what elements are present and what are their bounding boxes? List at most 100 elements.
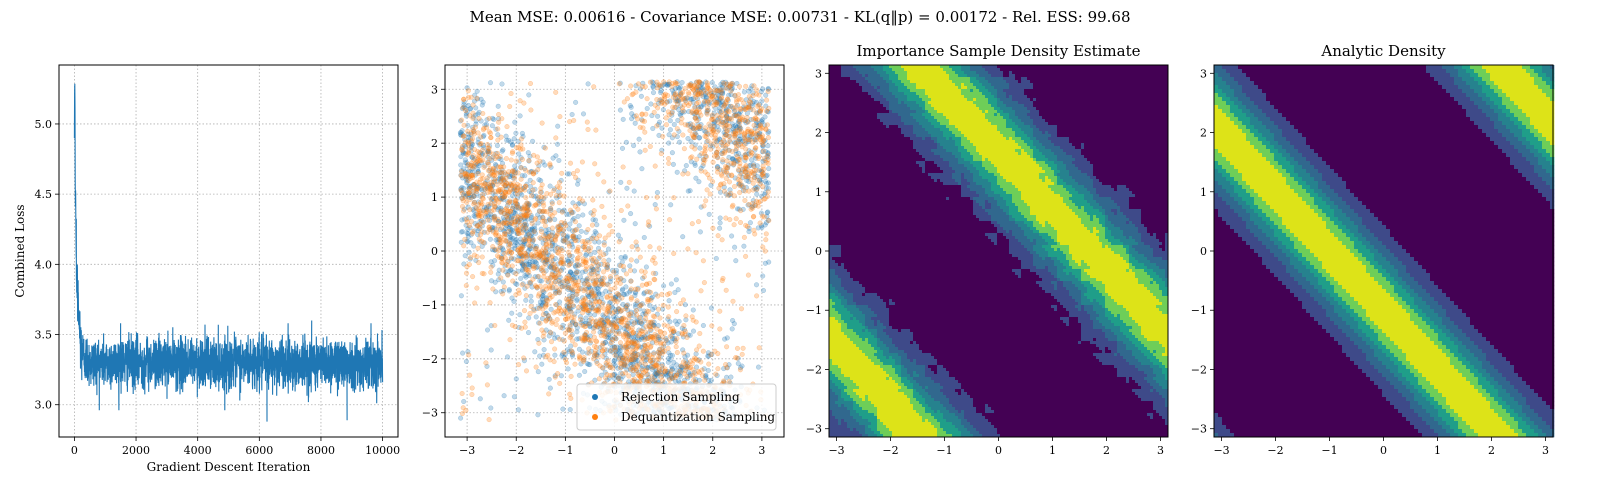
scatter-point xyxy=(569,334,574,339)
scatter-point xyxy=(718,216,723,221)
heatmap-cell xyxy=(1159,68,1162,71)
scatter-point xyxy=(467,250,472,255)
legend-label: Dequantization Sampling xyxy=(621,410,775,424)
scatter-point xyxy=(634,308,639,313)
scatter-point xyxy=(545,209,550,214)
scatter-point xyxy=(623,318,628,323)
heatmap-cell xyxy=(1009,71,1012,74)
scatter-point xyxy=(724,100,729,105)
scatter-point xyxy=(462,134,467,139)
heatmap-cell xyxy=(1090,74,1093,77)
scatter-point xyxy=(557,185,562,190)
heatmap-cell xyxy=(955,74,958,77)
scatter-point xyxy=(518,114,523,119)
scatter-point xyxy=(630,342,635,347)
heatmap-cell xyxy=(958,71,961,74)
scatter-point xyxy=(558,193,563,198)
scatter-point xyxy=(537,341,542,346)
scatter-point xyxy=(651,314,656,319)
y-tick-label: −3 xyxy=(422,407,438,420)
scatter-point xyxy=(581,302,586,307)
scatter-point xyxy=(595,361,600,366)
scatter-point xyxy=(681,172,686,177)
scatter-point xyxy=(648,144,653,149)
heatmap-cell xyxy=(964,71,967,74)
scatter-point xyxy=(531,188,536,193)
scatter-point xyxy=(643,330,648,335)
scatter-point xyxy=(531,238,536,243)
scatter-point xyxy=(718,221,723,226)
heatmap-cell xyxy=(1105,68,1108,71)
scatter-point xyxy=(688,128,693,133)
scatter-point xyxy=(640,283,645,288)
scatter-point xyxy=(700,368,705,373)
scatter-point xyxy=(754,88,759,93)
scatter-point xyxy=(479,141,484,146)
heatmap-cell xyxy=(1036,71,1039,74)
heatmap-cell xyxy=(949,68,952,71)
scatter-point xyxy=(738,157,743,162)
scatter-point xyxy=(564,317,569,322)
scatter-point xyxy=(573,204,578,209)
heatmap-cell xyxy=(1108,71,1111,74)
heatmap-cell xyxy=(925,68,928,71)
scatter-point xyxy=(529,299,534,304)
scatter-point xyxy=(463,108,468,113)
heatmap-cell xyxy=(1045,74,1048,77)
scatter-point xyxy=(682,146,687,151)
scatter-point xyxy=(763,261,768,266)
scatter-point xyxy=(561,233,566,238)
heatmap-cell xyxy=(1039,68,1042,71)
scatter-point xyxy=(582,288,587,293)
scatter-point xyxy=(584,267,589,272)
scatter-point xyxy=(585,277,590,282)
scatter-point xyxy=(480,103,485,108)
heatmap-cell xyxy=(1087,71,1090,74)
scatter-point xyxy=(548,218,553,223)
scatter-point xyxy=(729,375,734,380)
scatter-point xyxy=(655,190,660,195)
heatmap-cell xyxy=(988,74,991,77)
scatter-point xyxy=(491,287,496,292)
heatmap-cell xyxy=(1162,68,1165,71)
scatter-point xyxy=(693,372,698,377)
scatter-point xyxy=(536,274,541,279)
scatter-point xyxy=(552,281,557,286)
scatter-point xyxy=(534,365,539,370)
scatter-point xyxy=(481,240,486,245)
scatter-point xyxy=(638,380,643,385)
scatter-point xyxy=(613,345,618,350)
scatter-point xyxy=(651,352,656,357)
scatter-point xyxy=(519,193,524,198)
scatter-point xyxy=(713,94,718,99)
scatter-point xyxy=(575,169,580,174)
scatter-point xyxy=(661,80,666,85)
scatter-point xyxy=(536,167,541,172)
scatter-point xyxy=(648,244,653,249)
heatmap-cell xyxy=(982,74,985,77)
heatmap-cell xyxy=(1105,74,1108,77)
scatter-point xyxy=(569,396,574,401)
heatmap-cell xyxy=(1126,74,1129,77)
heatmap-cell xyxy=(1078,74,1081,77)
scatter-point xyxy=(463,253,468,258)
scatter-point xyxy=(675,350,680,355)
scatter-point xyxy=(611,297,616,302)
scatter-point xyxy=(558,325,563,330)
scatter-point xyxy=(602,326,607,331)
heatmap-cell xyxy=(928,68,931,71)
heatmap-cell xyxy=(934,74,937,77)
scatter-point xyxy=(586,290,591,295)
scatter-point xyxy=(619,263,624,268)
heatmap-cell xyxy=(937,77,940,80)
heatmap-cell xyxy=(841,74,844,77)
scatter-point xyxy=(527,158,532,163)
heatmap-cell xyxy=(967,77,970,80)
heatmap-cell xyxy=(1099,74,1102,77)
heatmap-cell xyxy=(844,71,847,74)
scatter-point xyxy=(465,264,470,269)
scatter-point xyxy=(729,173,734,178)
scatter-point xyxy=(760,274,765,279)
scatter-point xyxy=(751,108,756,113)
heatmap-cell xyxy=(1027,74,1030,77)
